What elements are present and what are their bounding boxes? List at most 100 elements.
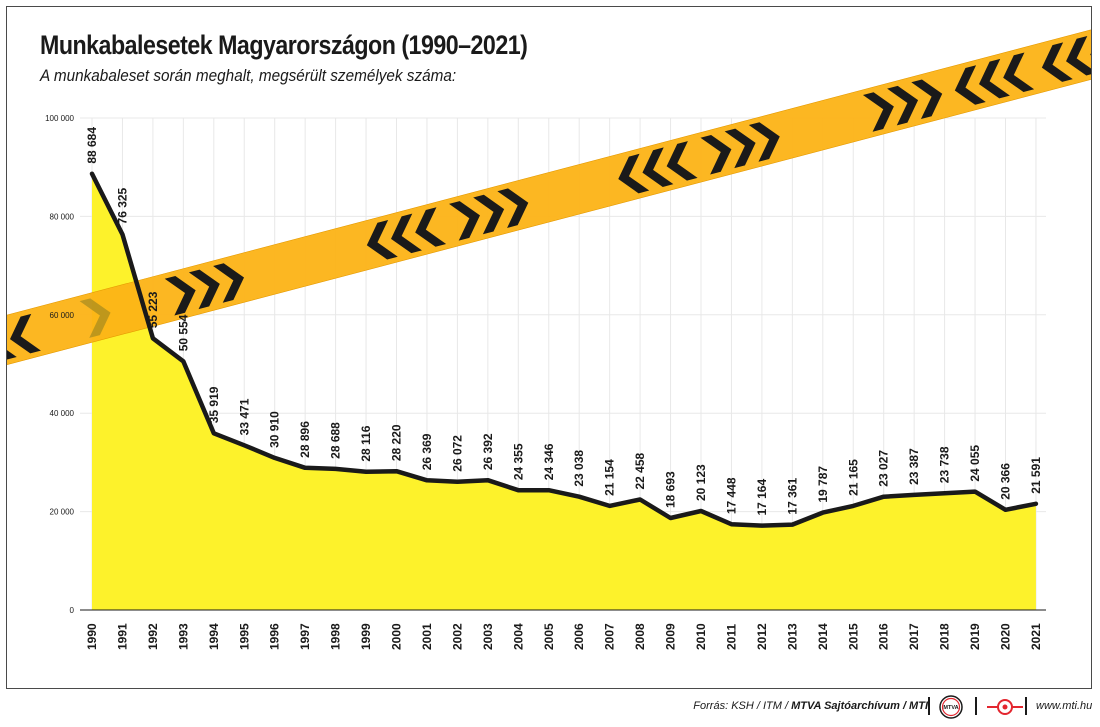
x-tick-label: 1997 bbox=[298, 623, 312, 650]
x-axis: 1990 1991 1992 1993 1994 1995 1996 1997 1998 1999… bbox=[80, 609, 1046, 650]
value-label: 23 027 bbox=[877, 450, 891, 487]
value-label: 88 684 bbox=[85, 127, 99, 164]
chevron-left-icon bbox=[978, 58, 1010, 99]
x-tick-label: 2002 bbox=[450, 623, 464, 650]
tape-band bbox=[7, 23, 1091, 371]
value-label: 21 165 bbox=[846, 459, 860, 496]
chevron-left-icon bbox=[954, 65, 986, 105]
y-tick-label: 80 000 bbox=[50, 212, 75, 221]
value-label: 28 116 bbox=[359, 425, 373, 461]
value-label: 26 392 bbox=[481, 433, 495, 470]
chevron-right-icon bbox=[911, 79, 943, 120]
x-tick-label: 2019 bbox=[968, 623, 982, 650]
value-label: 17 448 bbox=[724, 477, 738, 514]
value-label: 18 693 bbox=[664, 471, 678, 508]
x-tick-label: 2005 bbox=[542, 623, 556, 650]
chevron-left-icon bbox=[666, 141, 698, 181]
source-credit: Forrás: KSH / ITM / MTVA Sajtóarchívum /… bbox=[693, 700, 928, 712]
x-tick-label: 2010 bbox=[694, 623, 708, 650]
x-tick-label: 2016 bbox=[877, 623, 891, 650]
value-label: 21 154 bbox=[603, 459, 617, 496]
separator bbox=[1025, 697, 1027, 715]
x-tick-label: 2004 bbox=[511, 623, 525, 650]
chevron-right-icon bbox=[213, 263, 245, 303]
chevron-right-icon bbox=[473, 194, 505, 235]
source-prefix: Forrás: KSH / ITM / bbox=[693, 700, 792, 712]
chevron-right-icon bbox=[748, 122, 780, 162]
y-tick-label: 20 000 bbox=[50, 508, 75, 517]
chevron-left-icon bbox=[415, 207, 447, 247]
value-label: 19 787 bbox=[816, 466, 830, 503]
chart-title: Munkabalesetek Magyarországon (1990–2021… bbox=[40, 30, 528, 60]
area-fill bbox=[92, 173, 1036, 610]
separator bbox=[975, 697, 977, 715]
labels: 88 684 76 325 55 223 50 554 35 919 33 471 30 9… bbox=[85, 127, 1043, 516]
footer: Forrás: KSH / ITM / MTVA Sajtóarchívum /… bbox=[0, 690, 1100, 727]
chevron-right-icon bbox=[164, 275, 196, 316]
y-axis: 0 20 000 40 000 60 000 80 000 100 000 bbox=[45, 114, 74, 615]
x-tick-label: 1992 bbox=[146, 623, 160, 650]
x-tick-label: 1990 bbox=[85, 623, 99, 650]
value-label: 17 164 bbox=[755, 479, 769, 516]
x-tick-label: 1999 bbox=[359, 623, 373, 650]
frame bbox=[6, 6, 1092, 689]
x-tick-label: 2006 bbox=[572, 623, 586, 650]
y-tick-label: 60 000 bbox=[50, 311, 75, 320]
value-label: 24 055 bbox=[968, 445, 982, 482]
source-bold: MTVA Sajtóarchívum / MTI bbox=[791, 700, 928, 712]
x-tick-label: 2007 bbox=[603, 623, 617, 650]
x-tick-label: 1995 bbox=[237, 623, 251, 650]
chevron-right-icon bbox=[700, 134, 732, 175]
x-tick-label: 2018 bbox=[938, 623, 952, 650]
x-tick-label: 2012 bbox=[755, 623, 769, 650]
x-tick-label: 2001 bbox=[420, 623, 434, 650]
mti-logo bbox=[987, 699, 1023, 715]
chart-subtitle: A munkabaleset során meghalt, megsérült … bbox=[40, 66, 457, 85]
value-label: 26 072 bbox=[450, 435, 464, 472]
x-tick-label: 2003 bbox=[481, 623, 495, 650]
value-label: 23 038 bbox=[572, 450, 586, 487]
value-label: 21 591 bbox=[1029, 457, 1043, 494]
x-tick-label: 1998 bbox=[329, 623, 343, 650]
value-label: 30 910 bbox=[268, 411, 282, 448]
chevron-left-icon bbox=[642, 147, 674, 187]
x-tick-label: 2000 bbox=[390, 623, 404, 650]
value-label: 20 123 bbox=[694, 464, 708, 501]
value-label: 55 223 bbox=[146, 291, 160, 328]
x-tick-label: 2011 bbox=[724, 624, 738, 650]
chevron-right-icon bbox=[79, 298, 111, 338]
x-tick-label: 1993 bbox=[176, 623, 190, 650]
separator bbox=[928, 697, 930, 715]
chevron-right-icon bbox=[862, 92, 894, 132]
chevron-left-icon bbox=[366, 219, 398, 260]
chevron-right-icon bbox=[188, 269, 220, 310]
x-tick-label: 2017 bbox=[907, 623, 921, 650]
tape-edge bbox=[7, 23, 1091, 371]
value-label: 24 346 bbox=[542, 443, 556, 480]
chevron-right-icon bbox=[497, 188, 529, 228]
warning-tape bbox=[7, 23, 1091, 371]
y-tick-label: 100 000 bbox=[45, 114, 74, 123]
value-label: 33 471 bbox=[237, 398, 251, 435]
value-label: 17 361 bbox=[785, 478, 799, 515]
value-label: 35 919 bbox=[207, 386, 221, 423]
x-tick-label: 2009 bbox=[664, 623, 678, 650]
site-url: www.mti.hu bbox=[1036, 700, 1093, 712]
x-tick-label: 2020 bbox=[999, 623, 1013, 650]
chart: 88 684 76 325 55 223 50 554 35 919 33 471 30 9… bbox=[7, 23, 1091, 650]
mtva-logo-text: MTVA bbox=[943, 705, 958, 711]
value-label: 26 369 bbox=[420, 433, 434, 470]
line bbox=[89, 171, 1039, 528]
value-label: 28 688 bbox=[329, 422, 343, 459]
x-tick-label: 2014 bbox=[816, 623, 830, 650]
chevron-left-icon bbox=[1003, 52, 1035, 93]
chevron-left-icon bbox=[1066, 35, 1091, 76]
x-tick-label: 1996 bbox=[268, 623, 282, 650]
chevron-left-icon bbox=[9, 313, 41, 354]
chevron-left-icon bbox=[391, 213, 422, 254]
x-tick-label: 1994 bbox=[207, 623, 221, 650]
y-tick-label: 40 000 bbox=[50, 409, 75, 418]
value-label: 20 366 bbox=[999, 463, 1013, 500]
mtva-logo: MTVA bbox=[939, 695, 963, 719]
x-tick-label: 2013 bbox=[785, 623, 799, 650]
